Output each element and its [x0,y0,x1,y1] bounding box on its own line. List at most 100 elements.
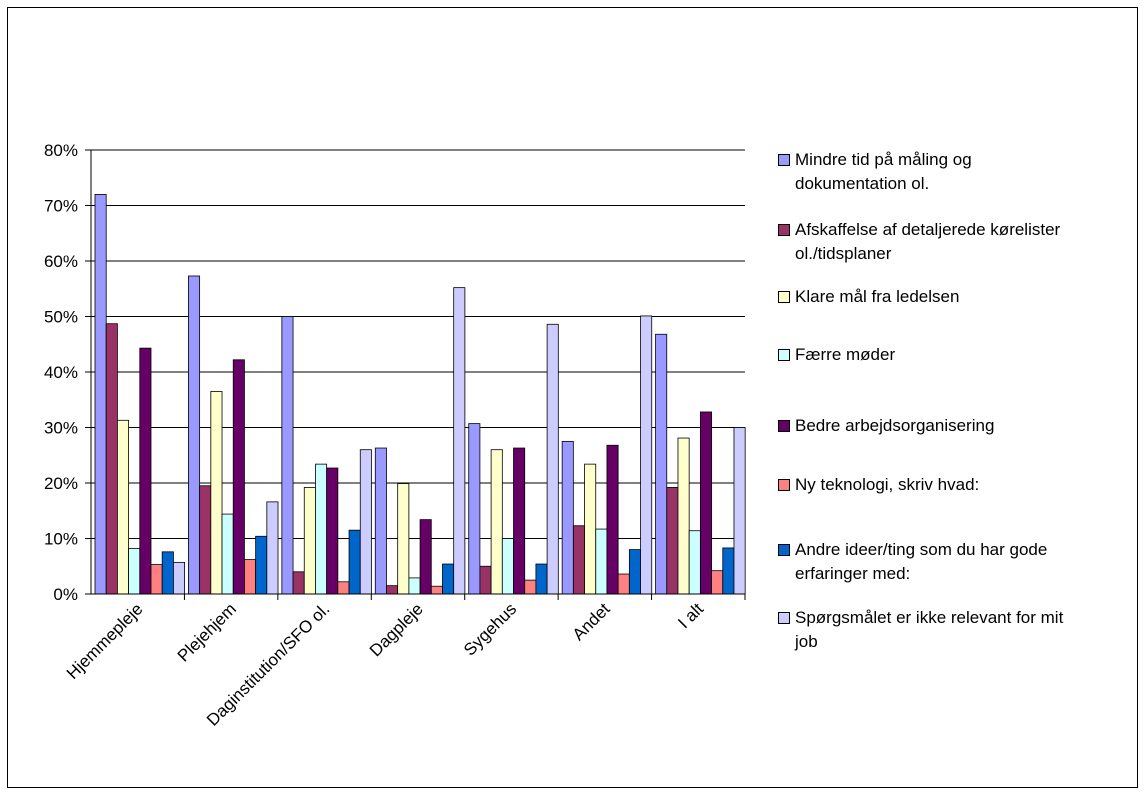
bar [397,483,410,595]
bar [94,193,107,595]
legend-label: Andre ideer/ting som du har gode erfaring… [795,538,1145,586]
legend-label: Mindre tid på måling og dokumentation ol. [795,148,1145,196]
bar [244,559,257,595]
axes [85,149,746,600]
legend-label: Afskaffelse af detaljerede kørelister ol.… [795,218,1145,266]
bar [374,447,387,595]
bar [688,530,701,595]
x-tick-label: Hjemmepleje [63,599,147,683]
bar [584,463,597,595]
bar [221,513,234,595]
bar [490,449,503,595]
bar [546,323,559,595]
legend-swatch [778,154,790,166]
y-tick-label: 60% [44,252,78,271]
y-tick-label: 10% [44,530,78,549]
bar [386,585,399,595]
bar [419,519,432,595]
x-tick-label: Plejehjem [174,599,240,665]
bar [199,485,212,595]
legend-swatch [778,291,790,303]
bar [699,411,712,595]
bar [453,287,466,595]
y-tick-labels: 0% 10% 20% 30% 40% 50% 60% 70% 80% [44,141,78,604]
bar [315,463,328,595]
x-tick-label: Sygehus [460,599,520,659]
legend-swatch [778,420,790,432]
y-tick-label: 30% [44,419,78,438]
bar [150,564,163,595]
legend-swatch [778,612,790,624]
bar [188,275,201,595]
bar [348,529,361,595]
legend-label-line: dokumentation ol. [795,174,930,193]
legend-label-line: Mindre tid på måling og [795,150,972,169]
legend-label-line: Andre ideer/ting som du har gode [795,540,1048,559]
legend-label-line: job [795,632,818,651]
bar [255,535,268,595]
bar [524,579,537,595]
bar [501,538,514,595]
bar [161,551,174,595]
bar [513,447,526,595]
legend-label: Ny teknologi, skriv hvad: [795,473,1145,497]
legend-label-line: Bedre arbejdsorganisering [795,416,995,435]
legend-swatch [778,224,790,236]
legend-label-line: Færre møder [795,345,896,364]
x-tick-label: I alt [674,599,707,632]
legend-label-line: Afskaffelse af detaljerede kørelister [795,220,1061,239]
bar [139,347,152,595]
legend-swatch [778,544,790,556]
bar [232,359,245,595]
legend-label-line: Spørgsmålet er ikke relevant for mit [795,608,1064,627]
legend-label-line: Ny teknologi, skriv hvad: [795,475,980,494]
bars [94,193,746,595]
bar [535,563,548,595]
bar [292,571,305,595]
bar [303,487,316,595]
legend-label: Færre møder [795,343,1145,367]
legend-label-line: erfaringer med: [795,564,911,583]
legend-label-line: Klare mål fra ledelsen [795,287,960,306]
bar [479,565,492,595]
bar [666,487,679,595]
bar [561,440,574,595]
bar [337,581,350,595]
bar [606,444,619,595]
x-tick-label: Andet [569,599,614,644]
bar [572,525,585,595]
legend-label: Spørgsmålet er ikke relevant for mit job [795,606,1145,654]
y-tick-label: 0% [53,585,78,604]
bar [711,570,724,595]
bar [430,585,443,595]
bar [105,323,118,595]
bar [281,316,294,595]
x-tick-label: Dagpleje [366,599,427,660]
bar [128,548,141,595]
bar [172,561,185,595]
bar [628,549,641,595]
bar [117,419,130,595]
y-tick-label: 20% [44,474,78,493]
bar [326,467,339,595]
legend-label-line: ol./tidsplaner [795,244,892,263]
bar [468,423,481,595]
y-tick-label: 70% [44,197,78,216]
legend-swatch [778,479,790,491]
y-tick-label: 80% [44,141,78,160]
bar [733,427,746,595]
bar [640,315,653,595]
bar [722,547,735,595]
bar [655,333,668,595]
legend-label: Klare mål fra ledelsen [795,285,1145,309]
bar [266,501,279,595]
bar [677,437,690,595]
bar [617,573,630,595]
legend-swatch [778,349,790,361]
y-tick-label: 40% [44,363,78,382]
bar [359,449,372,595]
y-tick-label: 50% [44,308,78,327]
bar [408,577,421,595]
